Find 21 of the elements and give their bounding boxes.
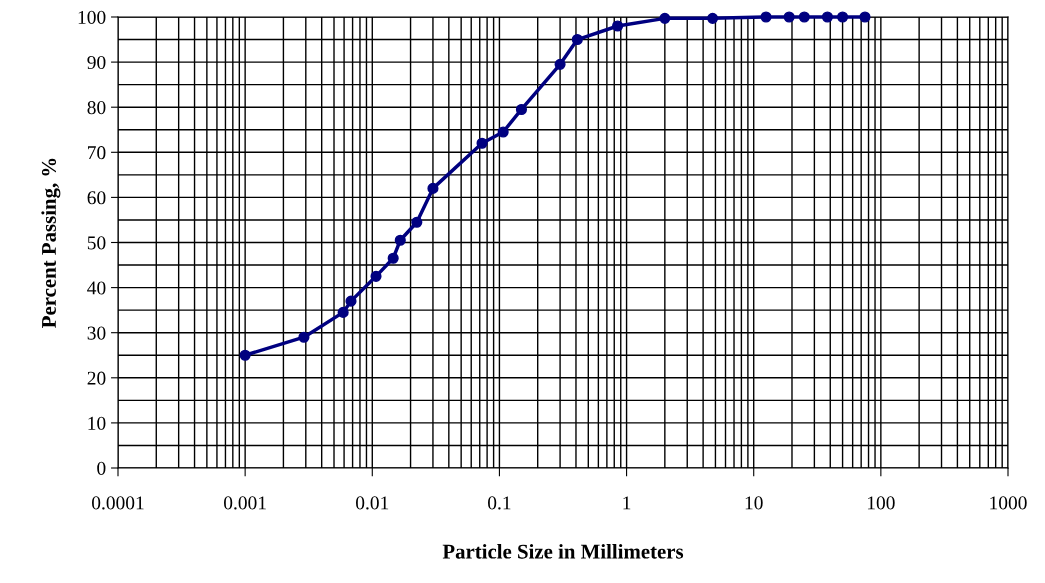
y-tick-label: 80	[87, 101, 106, 115]
x-tick-label: 0.1	[488, 496, 511, 510]
y-tick-label: 0	[97, 461, 106, 475]
x-tick-label: 0.0001	[92, 496, 144, 510]
y-tick-label: 60	[87, 191, 106, 205]
x-tick-label: 10	[745, 496, 763, 510]
y-tick-label: 70	[88, 146, 106, 160]
x-tick-label: 0.01	[356, 496, 389, 510]
y-tick-label: 20	[87, 371, 106, 385]
y-axis-title: Percent Passing, %	[41, 158, 61, 328]
x-tick-label: 1000	[990, 496, 1027, 510]
y-tick-label: 30	[87, 326, 106, 340]
x-tick-label: 100	[867, 496, 895, 510]
x-tick-label: 0.001	[224, 496, 266, 510]
y-tick-label: 10	[88, 416, 106, 430]
x-axis-title: Particle Size in Millimeters	[442, 543, 684, 559]
y-tick-label: 90	[87, 55, 106, 70]
y-tick-label: 40	[87, 281, 106, 295]
x-tick-label: 1	[623, 496, 631, 510]
y-tick-label: 100	[78, 10, 106, 24]
y-tick-label: 50	[87, 236, 106, 250]
